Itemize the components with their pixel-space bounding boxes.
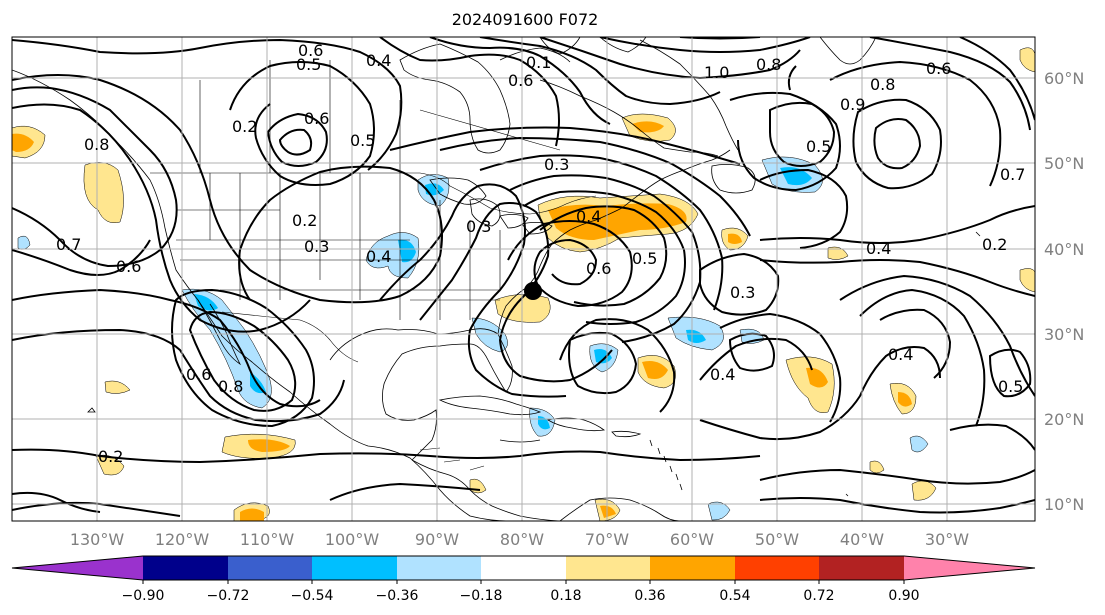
colorbar-segment — [481, 556, 566, 580]
contour-label: 0.7 — [1000, 165, 1025, 184]
contour-label: 0.5 — [632, 249, 657, 268]
map-frame-bg — [12, 37, 1035, 521]
lon-label: 30°W — [925, 530, 969, 549]
colorbar-segment — [12, 556, 143, 580]
colorbar-segment — [735, 556, 819, 580]
contour-label: 0.6 — [508, 71, 533, 90]
contour-label: 0.4 — [888, 345, 913, 364]
border-layer — [150, 60, 597, 471]
colorbar-segment — [143, 556, 228, 580]
lon-label: 130°W — [70, 530, 125, 549]
lon-label: 90°W — [415, 530, 459, 549]
colorbar-tick-label: 0.36 — [634, 588, 665, 604]
contour-label: 0.2 — [982, 235, 1007, 254]
contour-label: 0.1 — [526, 53, 551, 72]
storm-center-marker — [524, 282, 542, 300]
contour-layer — [12, 37, 1035, 517]
colorbar — [11, 555, 1036, 584]
lon-label: 70°W — [585, 530, 629, 549]
contour-label: 0.6 — [116, 257, 141, 276]
colorbar-segment — [904, 556, 1035, 580]
longitude-labels: 130°W 120°W 110°W 100°W 90°W 80°W 70°W 6… — [70, 530, 969, 549]
lat-label: 20°N — [1044, 410, 1084, 429]
contour-label: 0.2 — [232, 117, 257, 136]
contour-label: 0.6 — [586, 259, 611, 278]
colorbar-segment — [228, 556, 312, 580]
colorbar-tick-label: 0.18 — [550, 588, 581, 604]
contour-label: 0.5 — [350, 131, 375, 150]
colorbar-tick-label: −0.36 — [376, 588, 419, 604]
contour-label: 0.4 — [576, 207, 601, 226]
contour-label: 0.8 — [756, 55, 781, 74]
lat-label: 30°N — [1044, 325, 1084, 344]
contour-label: 0.7 — [56, 235, 81, 254]
contour-label: 0.5 — [296, 55, 321, 74]
map-frame — [11, 36, 1036, 522]
contour-label: 0.6 — [304, 109, 329, 128]
contour-label: 0.6 — [926, 59, 951, 78]
contour-label: 0.8 — [870, 75, 895, 94]
contour-label: 0.8 — [218, 377, 243, 396]
contour-label: 0.4 — [866, 239, 891, 258]
lat-label: 60°N — [1044, 69, 1084, 88]
colorbar-segment — [566, 556, 650, 580]
colorbar-tick-labels: −0.90 −0.72 −0.54 −0.36 −0.18 0.18 0.36 … — [122, 588, 920, 604]
lat-label: 40°N — [1044, 240, 1084, 259]
contour-label: 0.6 — [186, 365, 211, 384]
colorbar-tick-label: −0.90 — [122, 588, 165, 604]
lon-label: 110°W — [240, 530, 295, 549]
contour-label: 0.6 — [298, 41, 323, 60]
lon-label: 120°W — [155, 530, 210, 549]
lon-label: 40°W — [840, 530, 884, 549]
colorbar-segment — [312, 556, 397, 580]
contour-label: 0.4 — [366, 51, 391, 70]
lon-label: 50°W — [755, 530, 799, 549]
colorbar-tick-label: 0.90 — [888, 588, 919, 604]
colorbar-segment — [819, 556, 904, 580]
contour-label: 0.3 — [466, 217, 491, 236]
lat-label: 10°N — [1044, 495, 1084, 514]
contour-label: 1.0 — [704, 63, 729, 82]
colorbar-segment — [397, 556, 481, 580]
map-title: 2024091600 F072 — [451, 10, 599, 29]
gridlines — [12, 37, 1035, 521]
colorbar-segment — [650, 556, 735, 580]
contour-label: 0.5 — [806, 137, 831, 156]
contour-label: 0.9 — [840, 95, 865, 114]
lat-label: 50°N — [1044, 154, 1084, 173]
contour-label: 0.2 — [98, 447, 123, 466]
lon-label: 100°W — [325, 530, 380, 549]
contour-label: 0.3 — [304, 237, 329, 256]
contour-labels: 0.5 0.6 0.4 0.1 1.0 0.8 0.6 0.6 0.2 0.6 … — [56, 41, 1025, 466]
colorbar-tick-label: 0.54 — [719, 588, 750, 604]
latitude-labels: 60°N 50°N 40°N 30°N 20°N 10°N — [1044, 69, 1084, 514]
lon-label: 80°W — [500, 530, 544, 549]
colorbar-tick-label: −0.18 — [460, 588, 503, 604]
colorbar-tick-label: −0.54 — [291, 588, 334, 604]
contour-label: 0.4 — [710, 365, 735, 384]
contour-label: 0.5 — [998, 377, 1023, 396]
contour-label: 0.2 — [292, 211, 317, 230]
contour-label: 0.8 — [84, 135, 109, 154]
contour-label: 0.3 — [730, 283, 755, 302]
colorbar-tick-label: −0.72 — [207, 588, 250, 604]
contour-label: 0.4 — [366, 247, 391, 266]
contour-label: 0.3 — [544, 155, 569, 174]
colorbar-tick-label: 0.72 — [803, 588, 834, 604]
lon-label: 60°W — [670, 530, 714, 549]
